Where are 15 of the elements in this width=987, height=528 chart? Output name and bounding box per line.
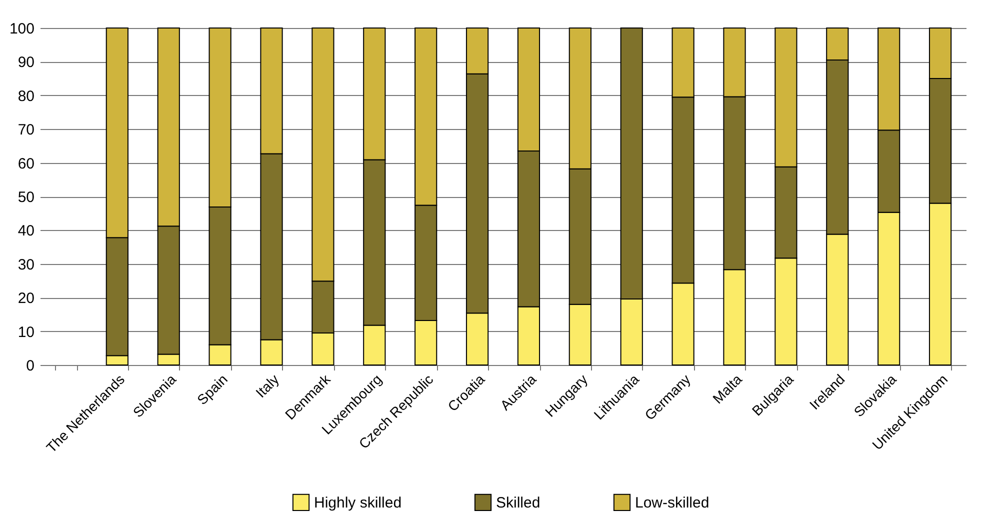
y-tick-label: 100 — [9, 20, 34, 38]
y-tick-label: 70 — [18, 122, 34, 139]
y-tick-label: 60 — [18, 155, 34, 172]
y-tick-label: 40 — [18, 222, 34, 240]
legend-label: Highly skilled — [314, 494, 402, 512]
y-tick-label: 90 — [18, 54, 34, 72]
y-tick-label: 10 — [18, 324, 34, 341]
x-tick-label: Italy — [252, 371, 282, 401]
y-tick-label: 50 — [18, 189, 34, 206]
legend-label: Skilled — [496, 494, 540, 512]
y-tick-label: 30 — [18, 256, 34, 274]
y-tick-label: 80 — [18, 88, 34, 105]
y-tick-label: 0 — [26, 358, 34, 374]
y-tick-label: 20 — [18, 290, 34, 308]
legend-label: Low-skilled — [635, 494, 710, 512]
